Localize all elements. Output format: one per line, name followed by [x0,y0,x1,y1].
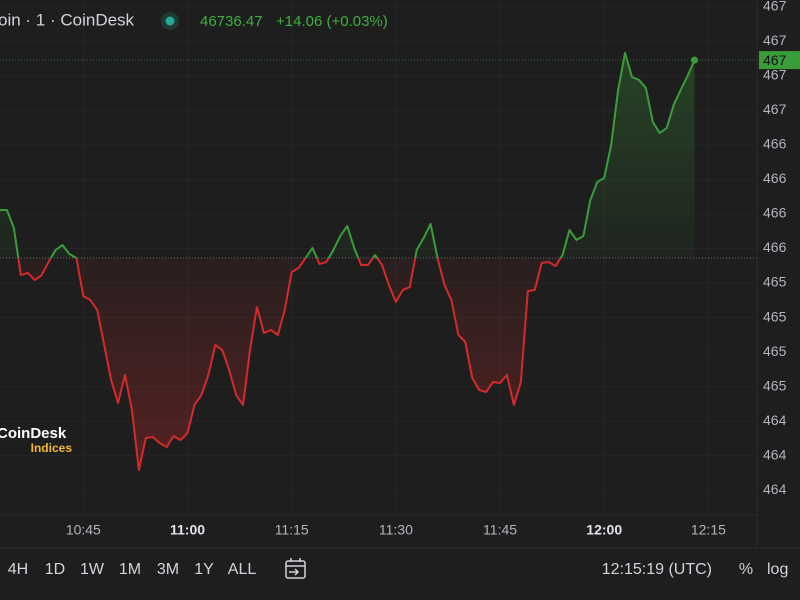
x-tick-label: 11:15 [275,522,309,538]
y-tick-label: 467 [763,32,787,48]
watermark-sub: Indices [31,441,73,455]
range-button[interactable]: 1W [80,561,105,578]
y-tick-label: 464 [763,412,787,428]
y-tick-label: 465 [763,274,787,290]
range-button[interactable]: ALL [228,561,257,578]
y-tick-label: 466 [763,136,787,152]
x-tick-label: 11:00 [170,522,205,538]
y-tick-label: 467 [763,67,787,83]
watermark-brand: CoinDesk [0,425,67,442]
x-tick-label: 12:15 [691,522,726,538]
x-tick-label: 11:30 [379,522,413,538]
status-dot [165,16,175,26]
symbol: oin · 1 · CoinDesk [0,10,135,29]
last-price-badge [759,51,800,70]
range-buttons: 4H 1D 1W 1M 3M 1Y ALL [8,561,257,578]
y-tick-label: 466 [763,239,787,255]
last-point [690,56,698,64]
change: +14.06 (+0.03%) [276,13,388,30]
range-button[interactable]: 4H [8,561,28,578]
price: 46736.47 [200,13,263,30]
y-tick-label: 465 [763,308,787,324]
range-button[interactable]: 1M [119,561,141,578]
percent-toggle[interactable]: % [739,561,753,578]
y-tick-label: 465 [763,377,787,393]
x-tick-label: 11:45 [483,522,517,538]
y-tick-label: 466 [763,205,787,221]
plot [0,52,757,471]
range-button[interactable]: 1D [45,561,65,578]
goto-date-icon[interactable] [285,558,306,579]
price-line [0,52,696,471]
y-tick-label: 464 [763,446,787,462]
y-tick-label: 466 [763,170,787,186]
y-tick-label: 467 [763,101,787,117]
y-tick-label: 465 [763,343,787,359]
last-price-label: 467 [763,52,787,68]
y-tick-label: 467 [763,0,787,14]
y-tick-label: 464 [763,481,787,497]
range-button[interactable]: 1Y [194,561,214,578]
log-toggle[interactable]: log [767,561,788,578]
area [0,53,695,470]
x-tick-label: 12:00 [586,522,622,538]
range-button[interactable]: 3M [157,561,179,578]
clock[interactable]: 12:15:19 (UTC) [602,561,712,578]
x-tick-label: 10:45 [66,522,101,538]
